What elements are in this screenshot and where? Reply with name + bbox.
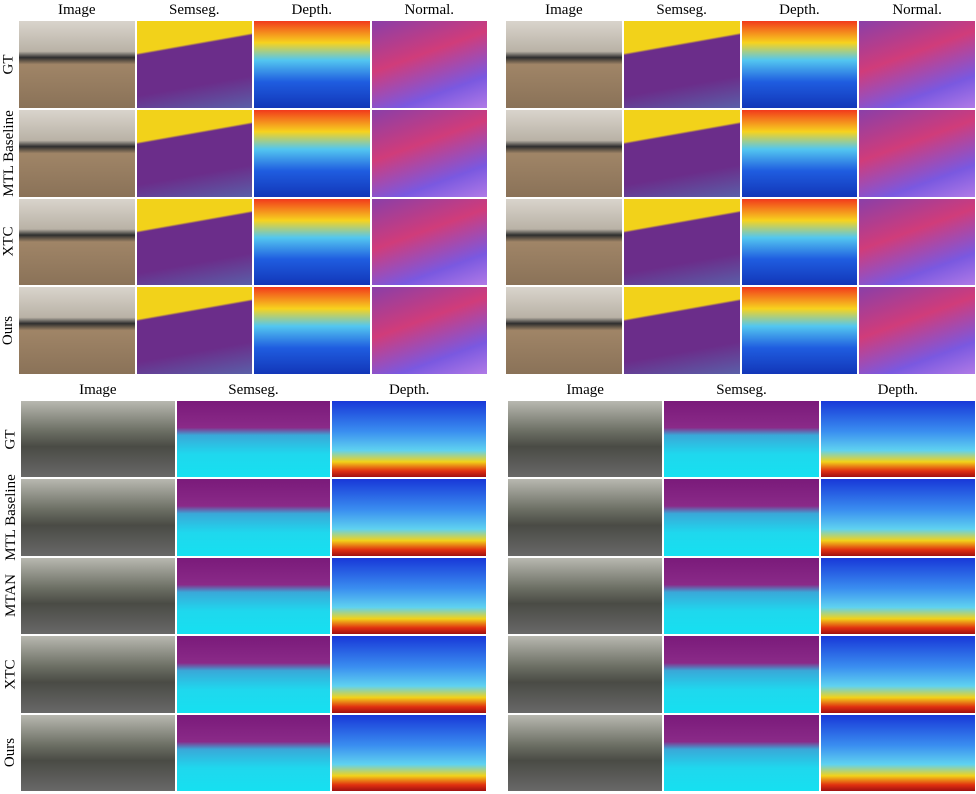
column-header: Normal. xyxy=(892,2,942,18)
image-cell xyxy=(18,197,136,287)
image-cell xyxy=(663,478,820,557)
image-cell xyxy=(507,556,664,636)
row-label-text: GT xyxy=(2,429,19,450)
image-cell xyxy=(331,400,487,479)
image-cell xyxy=(331,713,487,792)
image-cell xyxy=(20,478,176,557)
image-cell xyxy=(507,400,664,479)
column-header: Image xyxy=(79,382,117,398)
image-cell xyxy=(18,20,136,109)
image-cell xyxy=(622,20,741,109)
column-header: Semseg. xyxy=(716,382,767,398)
row-label: Ours xyxy=(0,286,18,375)
row-label: GT xyxy=(0,20,18,109)
image-cell xyxy=(175,400,332,479)
image-cell xyxy=(858,20,976,109)
image-cell xyxy=(20,635,176,714)
column-header: Semseg. xyxy=(228,382,279,398)
image-cell xyxy=(175,635,332,714)
row-label-text: Ours xyxy=(2,738,19,768)
row-label: GT xyxy=(2,400,20,478)
image-cell xyxy=(135,20,253,109)
image-cell xyxy=(740,108,859,198)
image-cell xyxy=(858,286,976,375)
column-header: Image xyxy=(58,2,96,18)
row-label: XTC xyxy=(0,198,18,287)
image-cell xyxy=(663,713,820,792)
image-cell xyxy=(135,108,253,198)
image-cell xyxy=(663,400,820,479)
image-cell xyxy=(622,286,741,375)
image-cell xyxy=(819,556,976,636)
column-header: Depth. xyxy=(388,382,430,398)
image-cell xyxy=(622,108,741,198)
image-cell xyxy=(740,197,859,287)
column-header: Semseg. xyxy=(169,2,220,18)
image-cell xyxy=(331,478,487,557)
image-cell xyxy=(20,556,176,636)
column-header: Normal. xyxy=(404,2,455,18)
row-label-text: XTC xyxy=(2,659,19,690)
image-cell xyxy=(20,400,176,479)
image-cell xyxy=(175,713,332,792)
image-cell xyxy=(663,556,820,636)
image-cell xyxy=(175,556,332,636)
image-cell xyxy=(370,108,488,198)
image-cell xyxy=(18,286,136,375)
image-cell xyxy=(622,197,741,287)
image-cell xyxy=(370,286,488,375)
column-header: Depth. xyxy=(291,2,332,18)
row-label: MTL Baseline xyxy=(2,474,20,561)
image-cell xyxy=(253,286,371,375)
image-cell xyxy=(819,478,976,557)
image-cell xyxy=(175,478,332,557)
image-cell xyxy=(663,635,820,714)
row-label-text: Ours xyxy=(0,316,17,346)
image-cell xyxy=(819,713,976,792)
column-header: Image xyxy=(566,382,604,398)
image-cell xyxy=(858,197,976,287)
row-label-text: MTL Baseline xyxy=(0,109,17,197)
row-label: MTAN xyxy=(2,557,20,635)
row-label: XTC xyxy=(2,635,20,713)
image-cell xyxy=(331,556,487,636)
image-cell xyxy=(370,197,488,287)
image-cell xyxy=(505,108,623,198)
row-label-text: MTL Baseline xyxy=(2,474,19,561)
image-cell xyxy=(819,400,976,479)
row-label: MTL Baseline xyxy=(0,109,18,198)
image-cell xyxy=(253,108,371,198)
row-label-text: MTAN xyxy=(2,574,19,618)
image-cell xyxy=(507,635,664,714)
row-label-text: GT xyxy=(0,54,17,75)
image-cell xyxy=(331,635,487,714)
image-cell xyxy=(18,108,136,198)
column-header: Semseg. xyxy=(656,2,707,18)
image-cell xyxy=(370,20,488,109)
image-cell xyxy=(135,286,253,375)
row-label: Ours xyxy=(2,714,20,792)
column-header: Depth. xyxy=(877,382,919,398)
image-cell xyxy=(505,286,623,375)
column-header: Depth. xyxy=(779,2,820,18)
image-cell xyxy=(507,478,664,557)
image-cell xyxy=(858,108,976,198)
image-cell xyxy=(507,713,664,792)
image-cell xyxy=(505,20,623,109)
image-cell xyxy=(253,20,371,109)
image-cell xyxy=(740,286,859,375)
row-label-text: XTC xyxy=(0,226,17,257)
image-cell xyxy=(20,713,176,792)
image-cell xyxy=(135,197,253,287)
image-cell xyxy=(253,197,371,287)
image-cell xyxy=(819,635,976,714)
image-cell xyxy=(505,197,623,287)
image-cell xyxy=(740,20,859,109)
column-header: Image xyxy=(545,2,583,18)
